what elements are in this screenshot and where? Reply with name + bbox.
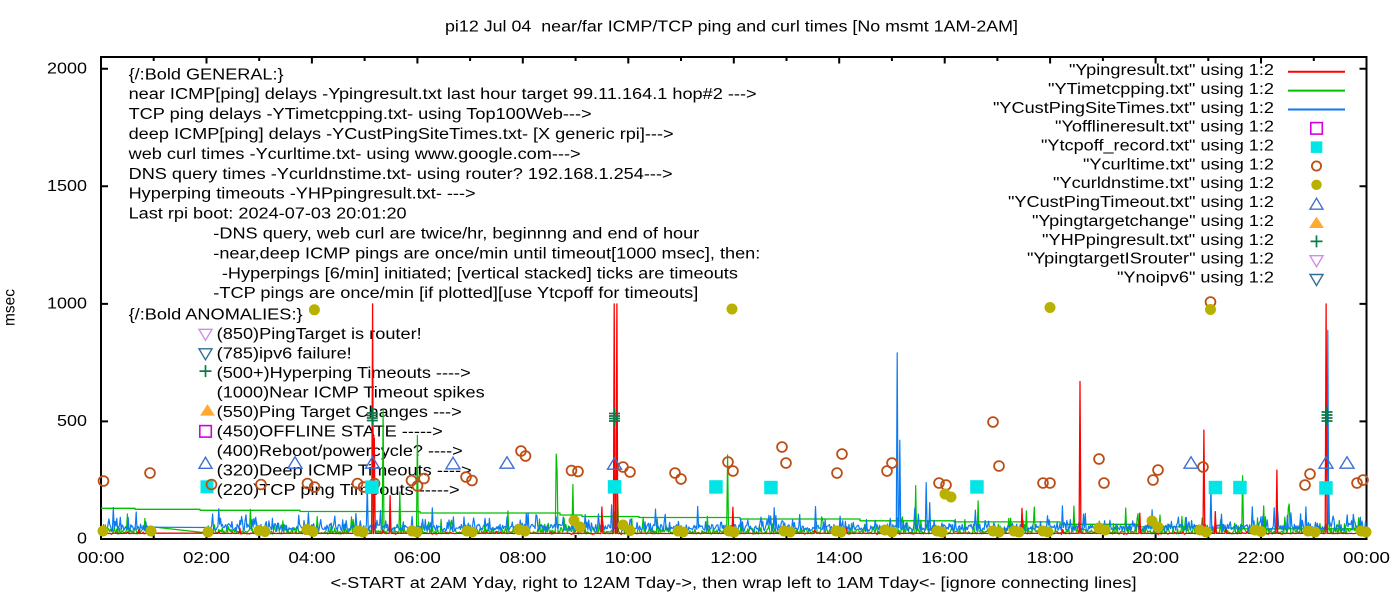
svg-text:10:00: 10:00	[605, 550, 652, 567]
svg-text:14:00: 14:00	[816, 550, 863, 567]
svg-text:02:00: 02:00	[183, 550, 230, 567]
svg-text:(320)Deep ICMP Timeouts ---->: (320)Deep ICMP Timeouts ---->	[217, 462, 472, 479]
svg-text:08:00: 08:00	[499, 550, 546, 567]
svg-text:06:00: 06:00	[394, 550, 441, 567]
svg-text:(500+)Hyperping Timeouts ---->: (500+)Hyperping Timeouts ---->	[217, 365, 471, 382]
svg-text:web curl times -Ycurltime.txt-: web curl times -Ycurltime.txt- using www…	[127, 146, 580, 163]
svg-text:20:00: 20:00	[1132, 550, 1179, 567]
svg-text:(550)Ping Target Changes --->: (550)Ping Target Changes --->	[217, 404, 462, 421]
svg-text:12:00: 12:00	[710, 550, 757, 567]
svg-text:"Ytcpoff_record.txt" using 1:2: "Ytcpoff_record.txt" using 1:2	[1041, 138, 1274, 155]
svg-text:DNS query times -Ycurldnstime.: DNS query times -Ycurldnstime.txt- using…	[129, 166, 673, 183]
svg-text:1000: 1000	[47, 296, 87, 313]
svg-text:near ICMP[ping] delays -Ypingr: near ICMP[ping] delays -Ypingresult.txt …	[129, 86, 757, 103]
svg-text:(1000)Near ICMP Timeout spikes: (1000)Near ICMP Timeout spikes	[217, 384, 485, 401]
svg-text:0: 0	[77, 531, 87, 548]
svg-text:1500: 1500	[47, 178, 87, 195]
svg-text:-DNS query, web curl are twice: -DNS query, web curl are twice/hr, begin…	[213, 226, 699, 243]
svg-text:"Yofflineresult.txt" using 1:2: "Yofflineresult.txt" using 1:2	[1055, 119, 1274, 136]
svg-text:16:00: 16:00	[921, 550, 968, 567]
svg-text:22:00: 22:00	[1238, 550, 1285, 567]
svg-text:(850)PingTarget is router!: (850)PingTarget is router!	[217, 326, 422, 343]
svg-text:"Ynoipv6" using 1:2: "Ynoipv6" using 1:2	[1117, 269, 1274, 286]
svg-text:2000: 2000	[47, 60, 87, 77]
svg-text:"Ypingtargetchange" using 1:2: "Ypingtargetchange" using 1:2	[1032, 213, 1274, 230]
svg-text:(450)OFFLINE STATE ----->: (450)OFFLINE STATE ----->	[217, 423, 443, 440]
svg-text:Last rpi boot: 2024-07-03 20:0: Last rpi boot: 2024-07-03 20:01:20	[129, 206, 407, 223]
svg-text:TCP ping delays -YTimetcpping.: TCP ping delays -YTimetcpping.txt- using…	[129, 106, 592, 123]
svg-text:"Ycurldnstime.txt" using 1:2: "Ycurldnstime.txt" using 1:2	[1053, 175, 1274, 192]
svg-text:deep ICMP[ping] delays -YCustP: deep ICMP[ping] delays -YCustPingSiteTim…	[129, 126, 674, 143]
svg-text:(220)TCP ping Timeouts ----->: (220)TCP ping Timeouts ----->	[217, 482, 460, 499]
svg-text:00:00: 00:00	[78, 550, 125, 567]
svg-text:18:00: 18:00	[1027, 550, 1074, 567]
svg-text:"YCustPingSiteTimes.txt" using: "YCustPingSiteTimes.txt" using 1:2	[993, 100, 1274, 117]
svg-text:-TCP pings are once/min [if pl: -TCP pings are once/min [if plotted][use…	[213, 285, 698, 302]
svg-text:{/:Bold GENERAL:}: {/:Bold GENERAL:}	[129, 66, 284, 83]
svg-text:"YHPpingresult.txt" using 1:2: "YHPpingresult.txt" using 1:2	[1042, 232, 1274, 249]
svg-text:Hyperping timeouts -YHPpingres: Hyperping timeouts -YHPpingresult.txt- -…	[129, 186, 476, 203]
svg-text:"YTimetcpping.txt" using 1:2: "YTimetcpping.txt" using 1:2	[1048, 81, 1274, 98]
svg-text:00:00: 00:00	[1343, 550, 1390, 567]
svg-text:(400)Reboot/powercycle? ---->: (400)Reboot/powercycle? ---->	[217, 443, 463, 460]
svg-text:500: 500	[57, 413, 87, 430]
svg-text:pi12 Jul 04 near/far ICMP/TCP: pi12 Jul 04 near/far ICMP/TCP ping and c…	[445, 19, 1018, 36]
svg-text:<-START at 2AM Yday, right to: <-START at 2AM Yday, right to 12AM Tday-…	[331, 575, 1137, 592]
svg-text:"YCustPingTimeout.txt" using 1: "YCustPingTimeout.txt" using 1:2	[1008, 194, 1274, 211]
svg-text:"YpingtargetISrouter" using 1:: "YpingtargetISrouter" using 1:2	[1027, 251, 1274, 268]
svg-text:04:00: 04:00	[288, 550, 335, 567]
svg-text:msec: msec	[2, 289, 19, 326]
svg-text:{/:Bold ANOMALIES:}: {/:Bold ANOMALIES:}	[129, 306, 303, 323]
svg-text:-near,deep ICMP pings are once: -near,deep ICMP pings are once/min until…	[213, 245, 760, 262]
svg-text:(785)ipv6 failure!: (785)ipv6 failure!	[217, 345, 352, 362]
svg-text:"Ycurltime.txt" using 1:2: "Ycurltime.txt" using 1:2	[1083, 156, 1274, 173]
svg-text:"Ypingresult.txt" using 1:2: "Ypingresult.txt" using 1:2	[1069, 62, 1274, 79]
svg-text:-Hyperpings [6/min] initiated;: -Hyperpings [6/min] initiated; [vertical…	[222, 265, 738, 282]
